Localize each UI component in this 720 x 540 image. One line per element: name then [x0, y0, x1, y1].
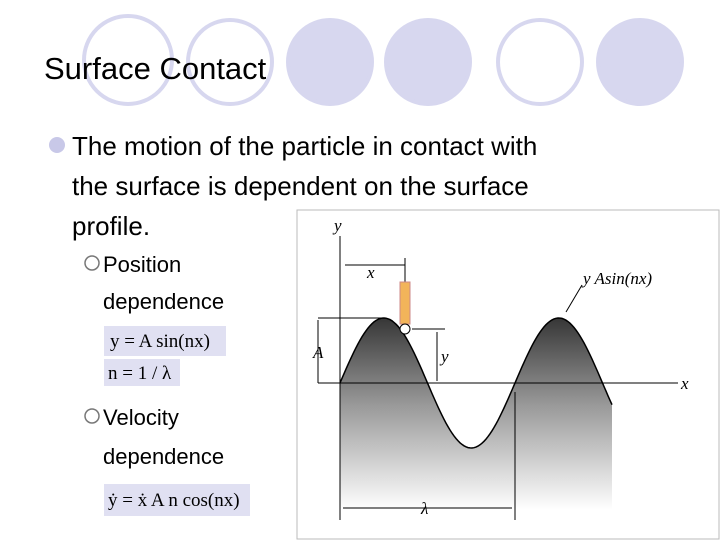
figure-lines: [317, 236, 678, 520]
sub-bullet-text: dependence: [103, 444, 224, 469]
sub-bullet-dot: [84, 255, 100, 271]
equation: y = A sin(nx): [110, 331, 210, 352]
bullet-text: profile.: [72, 211, 150, 241]
figure-label: y: [332, 216, 342, 235]
equation-box: [104, 359, 180, 386]
bullet-text: The motion of the particle in contact wi…: [72, 131, 537, 161]
figure-label: y Asin(nx): [581, 269, 652, 288]
figure-label: y: [439, 347, 449, 366]
particle: [399, 323, 411, 335]
figure-label: x: [680, 374, 689, 393]
sub-bullet-text: dependence: [103, 289, 224, 314]
slide-title: Surface Contact: [44, 51, 267, 86]
equation-box: [104, 326, 226, 356]
decor-circles: [82, 14, 684, 106]
bullet-dot: [49, 137, 65, 153]
figure-label: x: [366, 263, 375, 282]
figure-label: A: [312, 343, 324, 362]
bullet-text: the surface is dependent on the surface: [72, 171, 529, 201]
equation: ẏ = ẋ A n cos(nx): [108, 490, 240, 511]
equation: n = 1 / λ: [108, 363, 172, 384]
sub-bullet-text: Position: [103, 252, 181, 277]
equation-box: [104, 484, 250, 516]
figure: y x y Asin(nx) A y x λ: [296, 209, 720, 540]
wave-curve: [339, 317, 613, 449]
particle-rod: [399, 281, 411, 325]
sub-bullet-dot: [84, 408, 100, 424]
figure-label: λ: [420, 499, 428, 518]
sub-bullet-text: Velocity: [103, 405, 179, 430]
